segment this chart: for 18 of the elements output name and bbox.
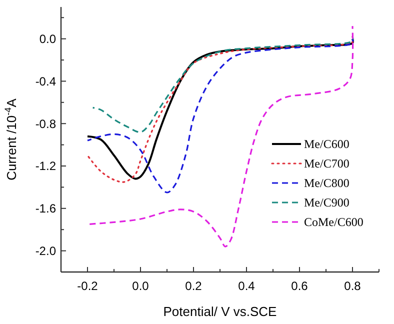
legend-label: Me/C800 <box>304 176 350 190</box>
y-tick-label: 0.0 <box>39 32 56 46</box>
x-tick-label: 0.2 <box>185 279 202 293</box>
x-tick-label: 0.6 <box>291 279 308 293</box>
x-tick-label: -0.2 <box>77 279 98 293</box>
legend-label: Me/C600 <box>304 137 350 152</box>
y-tick-label: -0.8 <box>35 116 56 131</box>
x-tick-label: 0.0 <box>132 279 150 293</box>
legend-label: CoMe/C600 <box>304 215 364 230</box>
x-tick-label: 0.4 <box>238 279 256 293</box>
y-tick-label: -1.6 <box>35 202 56 216</box>
x-axis-title: Potential/ V vs.SCE <box>163 304 278 319</box>
legend-label: Me/C700 <box>304 156 350 171</box>
y-tick-label: -2.0 <box>35 244 56 258</box>
y-tick-label: -1.2 <box>35 159 56 174</box>
x-tick-label: 0.8 <box>344 279 362 293</box>
y-tick-label: -0.4 <box>35 74 56 88</box>
legend-label: Me/C900 <box>304 196 350 210</box>
